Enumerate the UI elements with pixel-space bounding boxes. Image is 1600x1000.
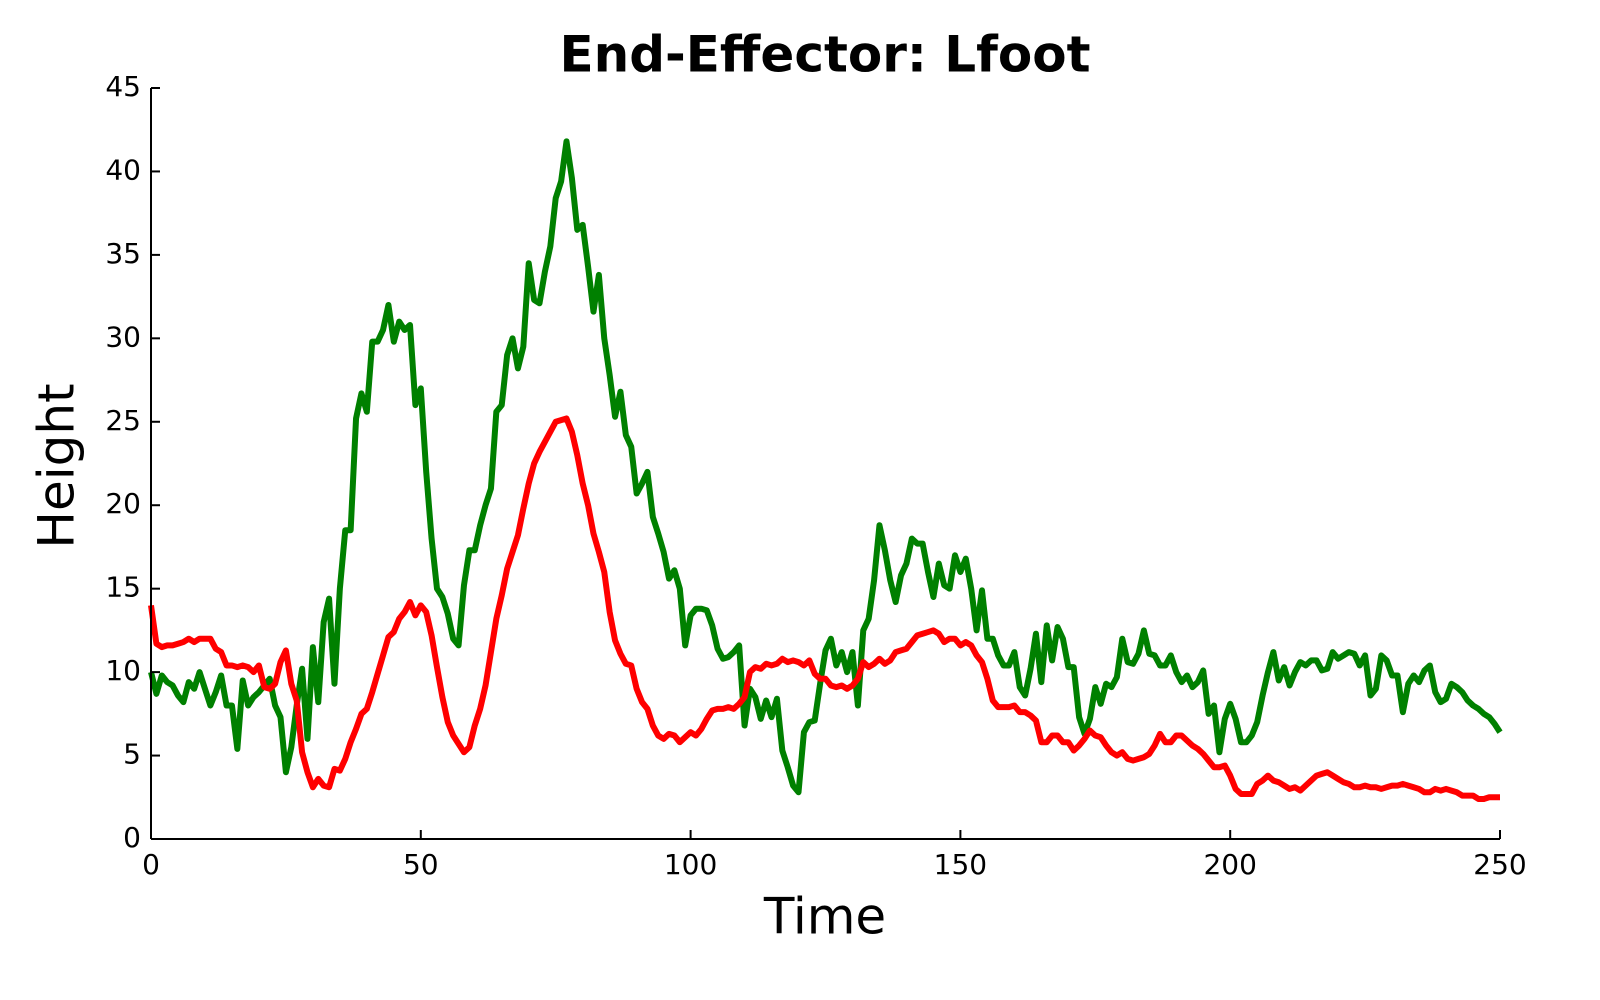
y-tick-label: 15	[105, 571, 141, 604]
x-tick-label: 0	[142, 848, 160, 881]
data-line	[148, 415, 1500, 802]
x-tick-label: 250	[1473, 848, 1526, 881]
y-tick-label: 25	[105, 404, 141, 437]
y-tick-label: 30	[105, 320, 141, 353]
y-tick-label: 35	[105, 237, 141, 270]
y-tick-label: 5	[123, 738, 141, 771]
x-tick-label: 50	[403, 848, 439, 881]
x-axis-label: Time	[763, 888, 886, 946]
y-tick-label: 40	[105, 153, 141, 186]
y-tick-label: 0	[123, 821, 141, 854]
y-axis-label: Height	[28, 383, 86, 548]
y-tick-label: 45	[105, 70, 141, 103]
x-tick-label: 200	[1203, 848, 1256, 881]
chart-title: End-Effector: Lfoot	[559, 26, 1090, 84]
y-tick-label: 10	[105, 654, 141, 687]
x-tick-label: 150	[934, 848, 987, 881]
data-line	[148, 138, 1503, 796]
x-tick-label: 100	[664, 848, 717, 881]
y-tick-label: 20	[105, 487, 141, 520]
